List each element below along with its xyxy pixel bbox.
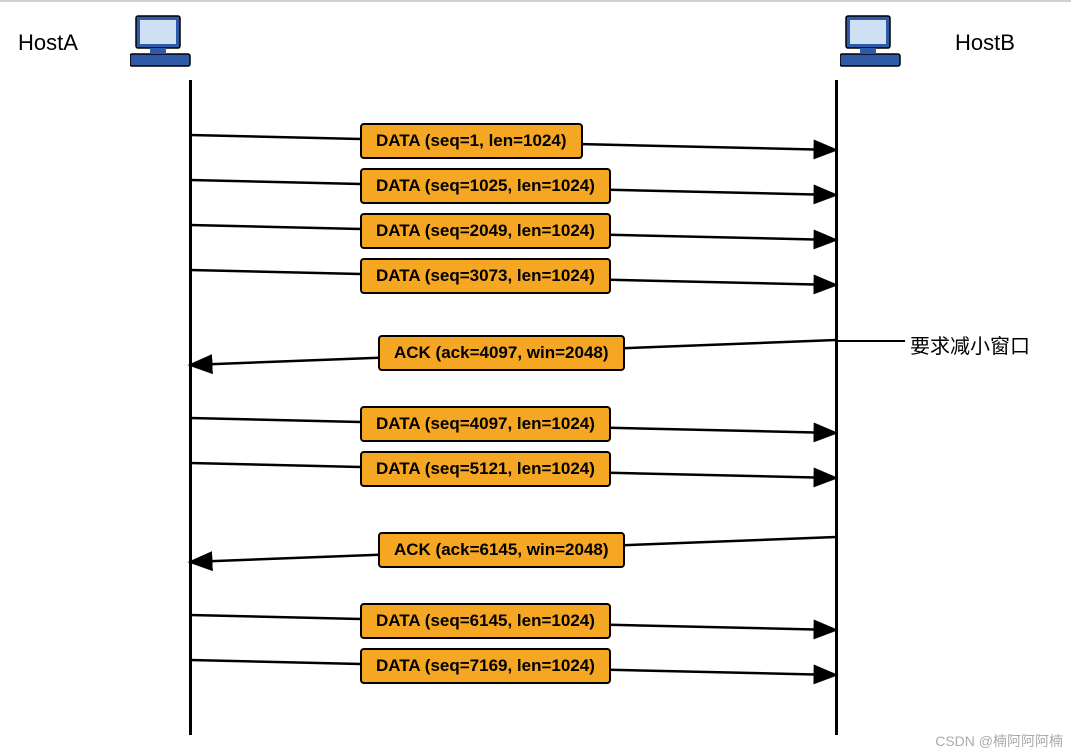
host-b-computer-icon bbox=[840, 12, 910, 77]
message-box: ACK (ack=4097, win=2048) bbox=[378, 335, 625, 371]
annotation-shrink-window: 要求减小窗口 bbox=[910, 330, 1030, 359]
timeline-host-b bbox=[835, 80, 838, 735]
message-box: DATA (seq=4097, len=1024) bbox=[360, 406, 611, 442]
message-box: DATA (seq=7169, len=1024) bbox=[360, 648, 611, 684]
host-a-label: HostA bbox=[18, 30, 78, 56]
message-box: DATA (seq=1, len=1024) bbox=[360, 123, 583, 159]
watermark: CSDN @楠阿阿阿楠 bbox=[935, 731, 1063, 751]
host-b-label: HostB bbox=[955, 30, 1015, 56]
message-box: DATA (seq=1025, len=1024) bbox=[360, 168, 611, 204]
top-border bbox=[0, 0, 1071, 2]
arrows-layer bbox=[0, 0, 1071, 755]
timeline-host-a bbox=[189, 80, 192, 735]
message-box: DATA (seq=6145, len=1024) bbox=[360, 603, 611, 639]
message-box: DATA (seq=3073, len=1024) bbox=[360, 258, 611, 294]
host-a-computer-icon bbox=[130, 12, 200, 77]
message-box: DATA (seq=2049, len=1024) bbox=[360, 213, 611, 249]
message-box: DATA (seq=5121, len=1024) bbox=[360, 451, 611, 487]
message-box: ACK (ack=6145, win=2048) bbox=[378, 532, 625, 568]
